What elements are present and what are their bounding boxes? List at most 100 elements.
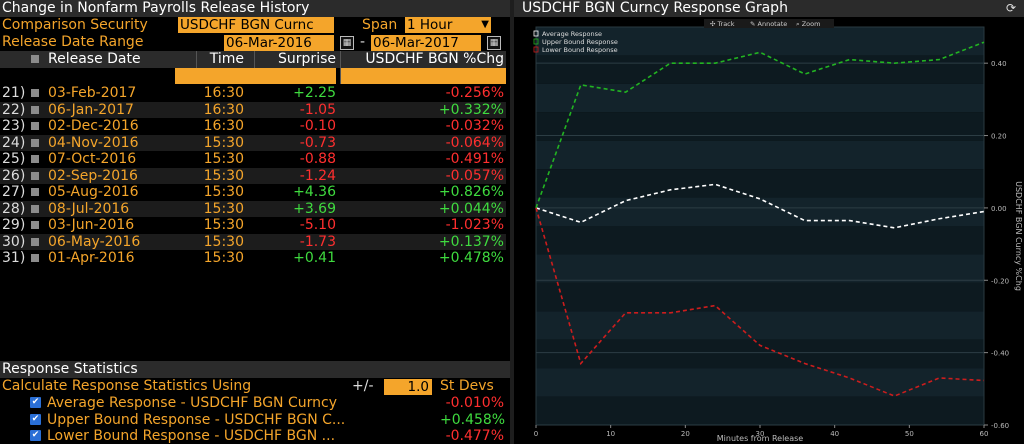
table-row[interactable]: 22) 06-Jan-2017 16:30 -1.05 +0.332% xyxy=(0,101,506,118)
refresh-icon[interactable]: ⟳ xyxy=(1005,1,1017,15)
toolbar-track-button[interactable]: ✣ Track xyxy=(710,20,735,28)
plot-band xyxy=(536,140,984,170)
legend-entry[interactable]: Lower Bound Response xyxy=(542,46,618,54)
table-row[interactable]: 31) 01-Apr-2016 15:30 +0.41 +0.478% xyxy=(0,250,506,266)
surprise-value: +2.25 xyxy=(293,85,336,101)
checkbox-icon[interactable]: ✔ xyxy=(30,413,41,425)
y-tick-label: -0.40 xyxy=(991,350,1009,358)
legend-entry[interactable]: Average Response xyxy=(542,30,602,38)
surprise-value: -0.88 xyxy=(299,151,336,167)
release-date: 02-Sep-2016 xyxy=(48,167,138,184)
table-row[interactable]: 27) 05-Aug-2016 15:30 +4.36 +0.826% xyxy=(0,184,506,200)
legend-entry[interactable]: Upper Bound Response xyxy=(542,38,618,46)
row-checkbox-icon[interactable] xyxy=(31,105,39,114)
release-time: 15:30 xyxy=(203,217,244,233)
legend-swatch[interactable] xyxy=(533,30,539,37)
graph-title-text: USDCHF BGN Curncy Response Graph xyxy=(522,0,788,16)
row-checkbox-icon[interactable] xyxy=(31,89,39,97)
stat-name: Average Response - USDCHF BGN Curncy xyxy=(47,395,337,411)
plot-band xyxy=(536,197,984,226)
row-checkbox-icon[interactable] xyxy=(31,155,39,163)
pct-change-value: +0.826% xyxy=(438,184,504,200)
plot-band xyxy=(536,226,984,255)
stat-name: Lower Bound Response - USDCHF BGN ... xyxy=(47,428,336,444)
release-date: 03-Feb-2017 xyxy=(48,85,137,101)
row-number: 29) xyxy=(2,217,26,233)
stdev-input[interactable]: 1.0 xyxy=(384,379,432,395)
response-chart[interactable]: 0.40 0.20 0.00 -0.20 -0.40 -0.60 0 10 20 30 40 50 60… xyxy=(514,17,1024,444)
panel-divider xyxy=(510,0,514,444)
row-checkbox-icon[interactable] xyxy=(31,254,39,262)
row-checkbox-icon[interactable] xyxy=(31,204,39,213)
stats-title: Response Statistics xyxy=(0,361,510,378)
panel-title: Change in Nonfarm Payrolls Release Histo… xyxy=(0,0,510,17)
surprise-value: -0.73 xyxy=(299,134,336,151)
row-number: 27) xyxy=(2,184,26,200)
range-end-field[interactable]: 06-Mar-2017 xyxy=(371,35,481,51)
filter-row-left[interactable] xyxy=(175,68,336,84)
release-time: 16:30 xyxy=(203,85,244,101)
release-time: 15:30 xyxy=(203,184,244,200)
col-divider xyxy=(254,51,255,84)
release-date: 03-Jun-2016 xyxy=(48,217,135,233)
span-dropdown[interactable]: 1 Hour ▼ xyxy=(405,17,491,33)
row-checkbox-icon[interactable] xyxy=(31,237,39,246)
release-date: 08-Jul-2016 xyxy=(48,200,130,217)
calendar-icon[interactable]: ▦ xyxy=(340,36,354,50)
table-row[interactable]: 24) 04-Nov-2016 15:30 -0.73 -0.064% xyxy=(0,134,506,151)
row-checkbox-icon[interactable] xyxy=(31,221,39,229)
plus-minus-label: +/- xyxy=(352,378,374,394)
row-checkbox-icon[interactable] xyxy=(31,138,39,147)
range-start-field[interactable]: 06-Mar-2016 xyxy=(224,35,334,51)
toolbar-annotate-button[interactable]: ✎ Annotate xyxy=(750,20,787,28)
x-tick-label: 20 xyxy=(681,430,690,438)
row-checkbox-icon[interactable] xyxy=(31,122,39,130)
y-tick-label: 0.20 xyxy=(991,133,1007,141)
table-row[interactable]: 26) 02-Sep-2016 15:30 -1.24 -0.057% xyxy=(0,167,506,184)
col-header-surprise[interactable]: Surprise xyxy=(278,51,336,67)
table-row[interactable]: 28) 08-Jul-2016 15:30 +3.69 +0.044% xyxy=(0,200,506,217)
table-row[interactable]: 21) 03-Feb-2017 16:30 +2.25 -0.256% xyxy=(0,85,506,101)
select-all-checkbox-icon[interactable] xyxy=(31,55,39,63)
stat-value: -0.010% xyxy=(445,395,504,411)
y-tick-label: 0.40 xyxy=(991,60,1007,68)
col-header-release-date[interactable]: Release Date xyxy=(48,51,141,67)
filter-row-right[interactable] xyxy=(341,68,506,84)
series-line-average[interactable] xyxy=(535,183,985,229)
series-line-upper[interactable] xyxy=(535,41,985,209)
stats-row[interactable]: ✔ Upper Bound Response - USDCHF BGN C... +… xyxy=(0,412,506,428)
row-number: 23) xyxy=(2,118,26,134)
graph-toolbar xyxy=(704,19,834,28)
legend-swatch[interactable] xyxy=(533,38,539,45)
legend-swatch[interactable] xyxy=(533,46,539,53)
toolbar-zoom-button[interactable]: ⌕ Zoom xyxy=(796,20,820,28)
plot-band xyxy=(536,169,984,198)
col-header-time[interactable]: Time xyxy=(209,51,244,67)
checkbox-icon[interactable]: ✔ xyxy=(30,430,41,441)
stat-value: -0.477% xyxy=(445,428,504,444)
comparison-security-label: Comparison Security xyxy=(2,17,148,33)
pct-change-value: +0.137% xyxy=(438,233,504,250)
table-row[interactable]: 29) 03-Jun-2016 15:30 -5.10 -1.023% xyxy=(0,217,506,233)
table-row[interactable]: 25) 07-Oct-2016 15:30 -0.88 -0.491% xyxy=(0,151,506,167)
table-header xyxy=(0,51,506,68)
stats-row[interactable]: ✔ Average Response - USDCHF BGN Curncy -0.… xyxy=(0,395,506,411)
pct-change-value: -0.256% xyxy=(445,85,504,101)
row-checkbox-icon[interactable] xyxy=(31,188,39,196)
plot-band xyxy=(536,396,984,425)
release-time: 16:30 xyxy=(203,101,244,118)
table-row[interactable]: 23) 02-Dec-2016 16:30 -0.10 -0.032% xyxy=(0,118,506,134)
series-line-lower[interactable] xyxy=(535,207,985,397)
col-divider xyxy=(340,51,341,84)
col-header-chg[interactable]: USDCHF BGN %Chg xyxy=(365,51,504,67)
release-time: 15:30 xyxy=(203,167,244,184)
table-row[interactable]: 30) 06-May-2016 15:30 -1.73 +0.137% xyxy=(0,233,506,250)
x-axis-label: Minutes from Release xyxy=(717,434,804,443)
row-checkbox-icon[interactable] xyxy=(31,171,39,180)
calendar-icon[interactable]: ▦ xyxy=(487,36,501,50)
checkbox-icon[interactable]: ✔ xyxy=(30,397,41,408)
stats-row[interactable]: ✔ Lower Bound Response - USDCHF BGN ... -0… xyxy=(0,428,506,444)
release-time: 15:30 xyxy=(203,134,244,151)
x-tick-label: 0 xyxy=(534,430,538,438)
comparison-security-field[interactable]: USDCHF BGN Curnc xyxy=(178,17,334,33)
